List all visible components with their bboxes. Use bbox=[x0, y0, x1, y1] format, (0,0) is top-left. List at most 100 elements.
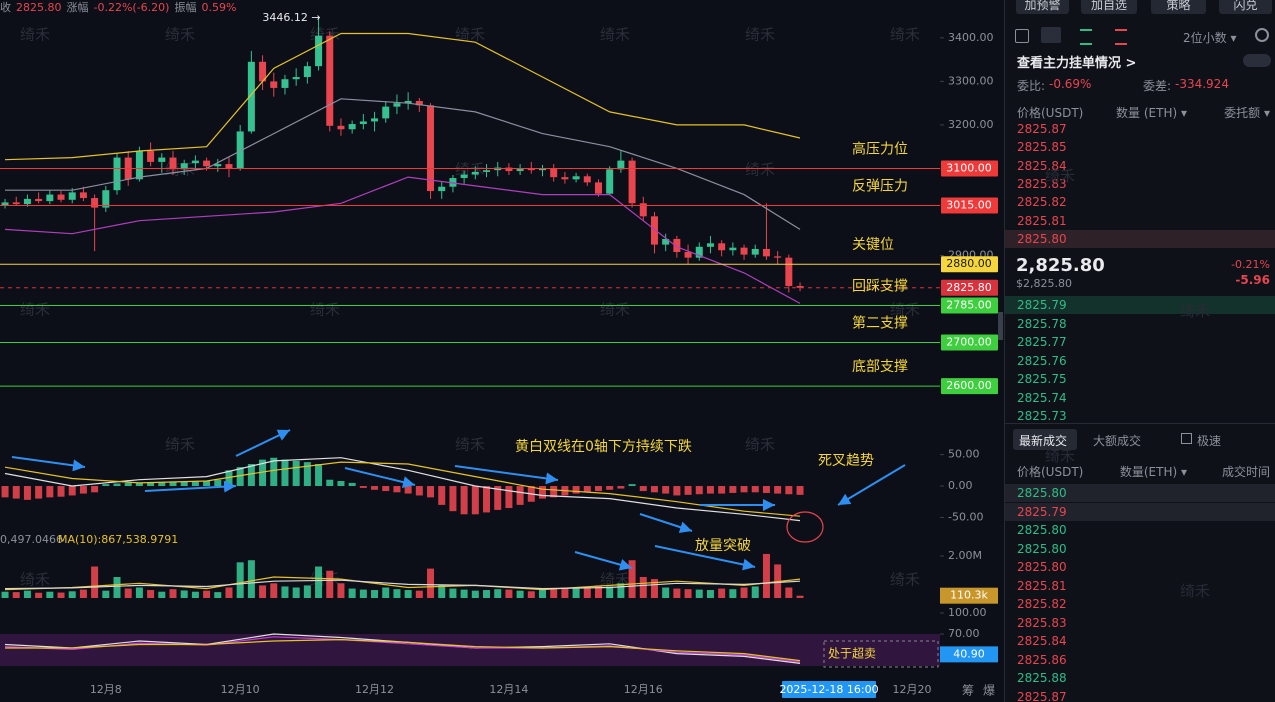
watermark: 绮禾 bbox=[20, 26, 50, 44]
bar bbox=[516, 486, 524, 505]
row-highlight bbox=[1005, 296, 1275, 314]
bar bbox=[505, 486, 513, 509]
bar bbox=[662, 486, 670, 494]
price: 2825.84 bbox=[1017, 158, 1067, 173]
bar bbox=[12, 592, 20, 598]
tab-bg bbox=[1013, 429, 1077, 450]
candle-body bbox=[292, 77, 300, 80]
toggle-label[interactable]: 极速 bbox=[1197, 434, 1222, 448]
bar bbox=[1, 486, 9, 498]
bar bbox=[23, 486, 31, 500]
candle-body bbox=[79, 192, 87, 199]
bar bbox=[583, 587, 591, 598]
bar bbox=[68, 591, 76, 598]
bar bbox=[427, 568, 435, 598]
bar bbox=[326, 570, 334, 598]
indicator-line bbox=[4, 579, 801, 590]
last-price-usd: $2,825.80 bbox=[1016, 277, 1072, 290]
bar bbox=[572, 486, 580, 494]
button[interactable]: 闪兑 bbox=[1219, 0, 1272, 14]
candle-body bbox=[740, 247, 748, 255]
candle-body bbox=[371, 118, 379, 122]
bar bbox=[281, 586, 289, 598]
button[interactable]: 策略 bbox=[1151, 0, 1206, 14]
bar bbox=[270, 583, 278, 598]
tab[interactable]: 最新成交 bbox=[1019, 434, 1068, 448]
price: 2825.77 bbox=[1017, 335, 1067, 349]
price: 2825.78 bbox=[1017, 316, 1067, 331]
icon-asks[interactable] bbox=[1115, 29, 1127, 45]
bar bbox=[359, 589, 367, 598]
level-annotation: 反弹压力 bbox=[852, 178, 908, 194]
button[interactable]: 加自选 bbox=[1081, 0, 1137, 14]
candle-body bbox=[751, 248, 759, 255]
bar bbox=[785, 486, 793, 495]
bar bbox=[796, 595, 804, 598]
toggle[interactable] bbox=[1243, 54, 1271, 67]
candle-body bbox=[12, 202, 20, 205]
checkbox[interactable] bbox=[1181, 433, 1192, 444]
indicator-line bbox=[4, 32, 801, 161]
bar bbox=[561, 587, 569, 598]
current-value-label: 110.3k bbox=[950, 589, 988, 602]
candle-body bbox=[650, 216, 658, 245]
candle-body bbox=[785, 257, 793, 286]
bar bbox=[404, 486, 412, 494]
level-annotation: 回踩支撑 bbox=[852, 279, 908, 295]
icon-both[interactable] bbox=[1041, 27, 1061, 43]
icon-bids[interactable] bbox=[1080, 29, 1092, 45]
watermark: 绮禾 bbox=[890, 571, 920, 589]
watermark: 绮禾 bbox=[20, 571, 50, 589]
candle-body bbox=[203, 160, 211, 167]
corner-icon[interactable]: 筹 bbox=[962, 684, 974, 698]
change-pct: -0.21% bbox=[1231, 258, 1270, 271]
title: 查看主力挂单情况 bbox=[1017, 56, 1122, 71]
candle-body bbox=[1, 202, 9, 206]
bar bbox=[371, 590, 379, 598]
watermark: 绮禾 bbox=[1045, 167, 1076, 185]
candle-body bbox=[113, 157, 121, 191]
bar bbox=[505, 589, 513, 598]
bar bbox=[281, 459, 289, 487]
precision-select[interactable]: 2位小数 ▾ bbox=[1183, 31, 1237, 45]
candle-body bbox=[247, 61, 255, 132]
bar bbox=[628, 560, 636, 598]
bar bbox=[695, 486, 703, 495]
bar bbox=[404, 590, 412, 598]
quote-part: 0.59% bbox=[201, 1, 236, 14]
tab[interactable]: 大额成交 bbox=[1093, 434, 1142, 448]
bar bbox=[471, 590, 479, 598]
arrow bbox=[454, 465, 559, 485]
candle-body bbox=[348, 124, 356, 130]
highlight-circle bbox=[786, 511, 824, 543]
bar bbox=[382, 587, 390, 598]
icon-settings[interactable] bbox=[1255, 28, 1269, 42]
y-tick-label: 70.00 bbox=[948, 627, 980, 640]
bar bbox=[673, 588, 681, 598]
diff: -334.924 bbox=[1175, 77, 1229, 91]
candle-body bbox=[505, 167, 513, 172]
watermark: 绮禾 bbox=[745, 26, 775, 44]
bar bbox=[79, 589, 87, 598]
corner-icon[interactable]: 爆 bbox=[983, 684, 995, 698]
resize-handle[interactable] bbox=[998, 312, 1003, 340]
bar bbox=[438, 585, 446, 598]
main-orders-link[interactable]: 查看主力挂单情况 > bbox=[1017, 56, 1137, 71]
candle-body bbox=[639, 203, 647, 217]
button[interactable]: 加预警 bbox=[1016, 0, 1069, 14]
trade-price: 2825.82 bbox=[1017, 597, 1067, 611]
level-annotation: 关键位 bbox=[852, 237, 894, 253]
icon-book[interactable] bbox=[1015, 29, 1029, 43]
bar bbox=[315, 464, 323, 487]
bar bbox=[650, 579, 658, 598]
candle-body bbox=[404, 100, 412, 104]
price: 2825.75 bbox=[1017, 372, 1067, 386]
candle-body bbox=[427, 105, 435, 192]
candle-body bbox=[35, 198, 43, 202]
bar bbox=[35, 592, 43, 598]
bar bbox=[393, 486, 401, 493]
candle-body bbox=[382, 106, 390, 119]
candle-body bbox=[796, 285, 804, 288]
current-value-box bbox=[940, 587, 998, 604]
